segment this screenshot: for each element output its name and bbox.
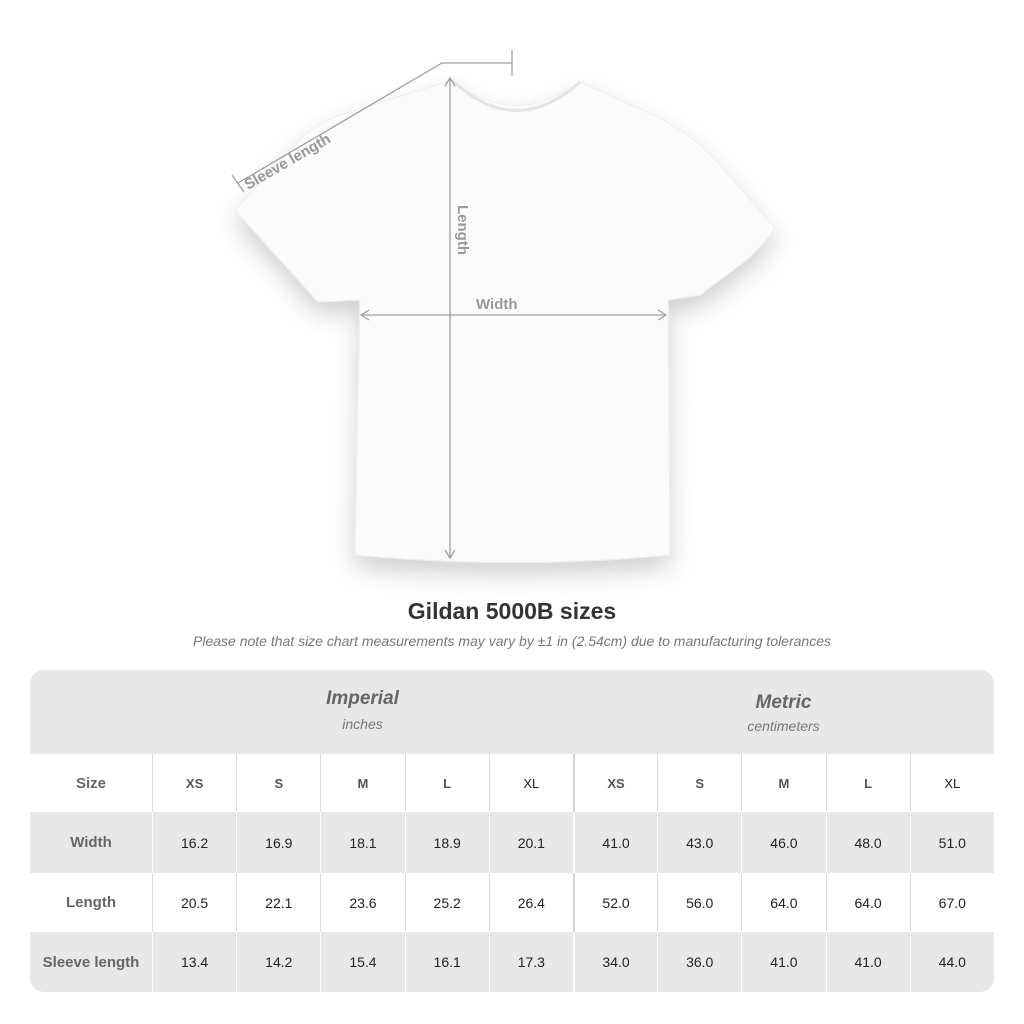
table-cell: 13.4 [152, 932, 236, 992]
table-cell: 64.0 [825, 873, 910, 932]
table-cell: 41.0 [572, 812, 657, 873]
table-cell: 15.4 [320, 932, 404, 992]
table-cell: 36.0 [657, 932, 741, 992]
length-label: Length [454, 205, 471, 255]
size-header-cell: M [741, 754, 825, 812]
tshirt-diagram: Sleeve length Length Width [231, 50, 776, 563]
group-unit: centimeters [747, 718, 820, 734]
tshirt-shape [234, 79, 776, 563]
size-header-cell: XS [572, 754, 657, 812]
tolerance-note: Please note that size chart measurements… [193, 633, 831, 649]
table-cell: 51.0 [909, 812, 994, 873]
table-row: Width 16.2 16.9 18.1 18.9 20.1 41.0 43.0 46.0 48.… [30, 812, 994, 873]
table-row: Sleeve length 13.4 14.2 15.4 16.1 17.3 34.0 36.… [30, 932, 994, 992]
table-cell: 26.4 [488, 873, 573, 932]
table-cell: 16.9 [236, 812, 320, 873]
table-cell: 64.0 [741, 873, 825, 932]
group-unit: inches [342, 716, 383, 732]
size-header-cell: L [825, 754, 910, 812]
metric-group: Metric centimeters [573, 670, 994, 754]
row-label: Width [70, 834, 112, 851]
imperial-group: Imperial inches [152, 670, 573, 754]
page-title: Gildan 5000B sizes [407, 598, 617, 624]
group-name: Imperial [326, 688, 399, 709]
size-header-cell: M [320, 754, 404, 812]
row-label: Length [66, 894, 116, 911]
width-label: Width [476, 296, 518, 313]
table-cell: 67.0 [909, 873, 994, 932]
row-label: Sleeve length [42, 953, 140, 971]
table-cell: 20.5 [152, 873, 236, 932]
table-cell: 34.0 [572, 932, 657, 992]
table-cell: 25.2 [404, 873, 489, 932]
size-table: Imperial inches Metric centimeters Size X… [30, 670, 994, 992]
group-name: Metric [755, 692, 812, 713]
size-header-cell: S [657, 754, 741, 812]
table-cell: 22.1 [236, 873, 320, 932]
size-header-row: Size XS S M L XL XS S M L XL [30, 754, 994, 812]
table-cell: 46.0 [741, 812, 825, 873]
size-header-cell: XL [488, 754, 573, 812]
table-row: Length 20.5 22.1 23.6 25.2 26.4 52.0 56.0 64.0 64… [30, 873, 994, 932]
table-header: Imperial inches Metric centimeters [30, 670, 994, 754]
table-cell: 41.0 [825, 932, 910, 992]
table-cell: 17.3 [488, 932, 573, 992]
size-header-cell: L [404, 754, 489, 812]
size-header-cell: XL [909, 754, 994, 812]
table-cell: 41.0 [741, 932, 825, 992]
table-cell: 43.0 [657, 812, 741, 873]
table-cell: 18.9 [404, 812, 489, 873]
table-cell: 48.0 [825, 812, 910, 873]
row-label: Size [75, 774, 106, 792]
size-header-cell: XS [152, 754, 236, 812]
table-cell: 56.0 [657, 873, 741, 932]
sleeve-measure-line [237, 62, 512, 184]
table-cell: 23.6 [320, 873, 404, 932]
table-cell: 20.1 [488, 812, 573, 873]
table-cell: 44.0 [909, 932, 994, 992]
table-cell: 52.0 [572, 873, 657, 932]
table-cell: 18.1 [320, 812, 404, 873]
table-cell: 14.2 [236, 932, 320, 992]
size-header-cell: S [236, 754, 320, 812]
table-cell: 16.2 [152, 812, 236, 873]
table-cell: 16.1 [404, 932, 489, 992]
